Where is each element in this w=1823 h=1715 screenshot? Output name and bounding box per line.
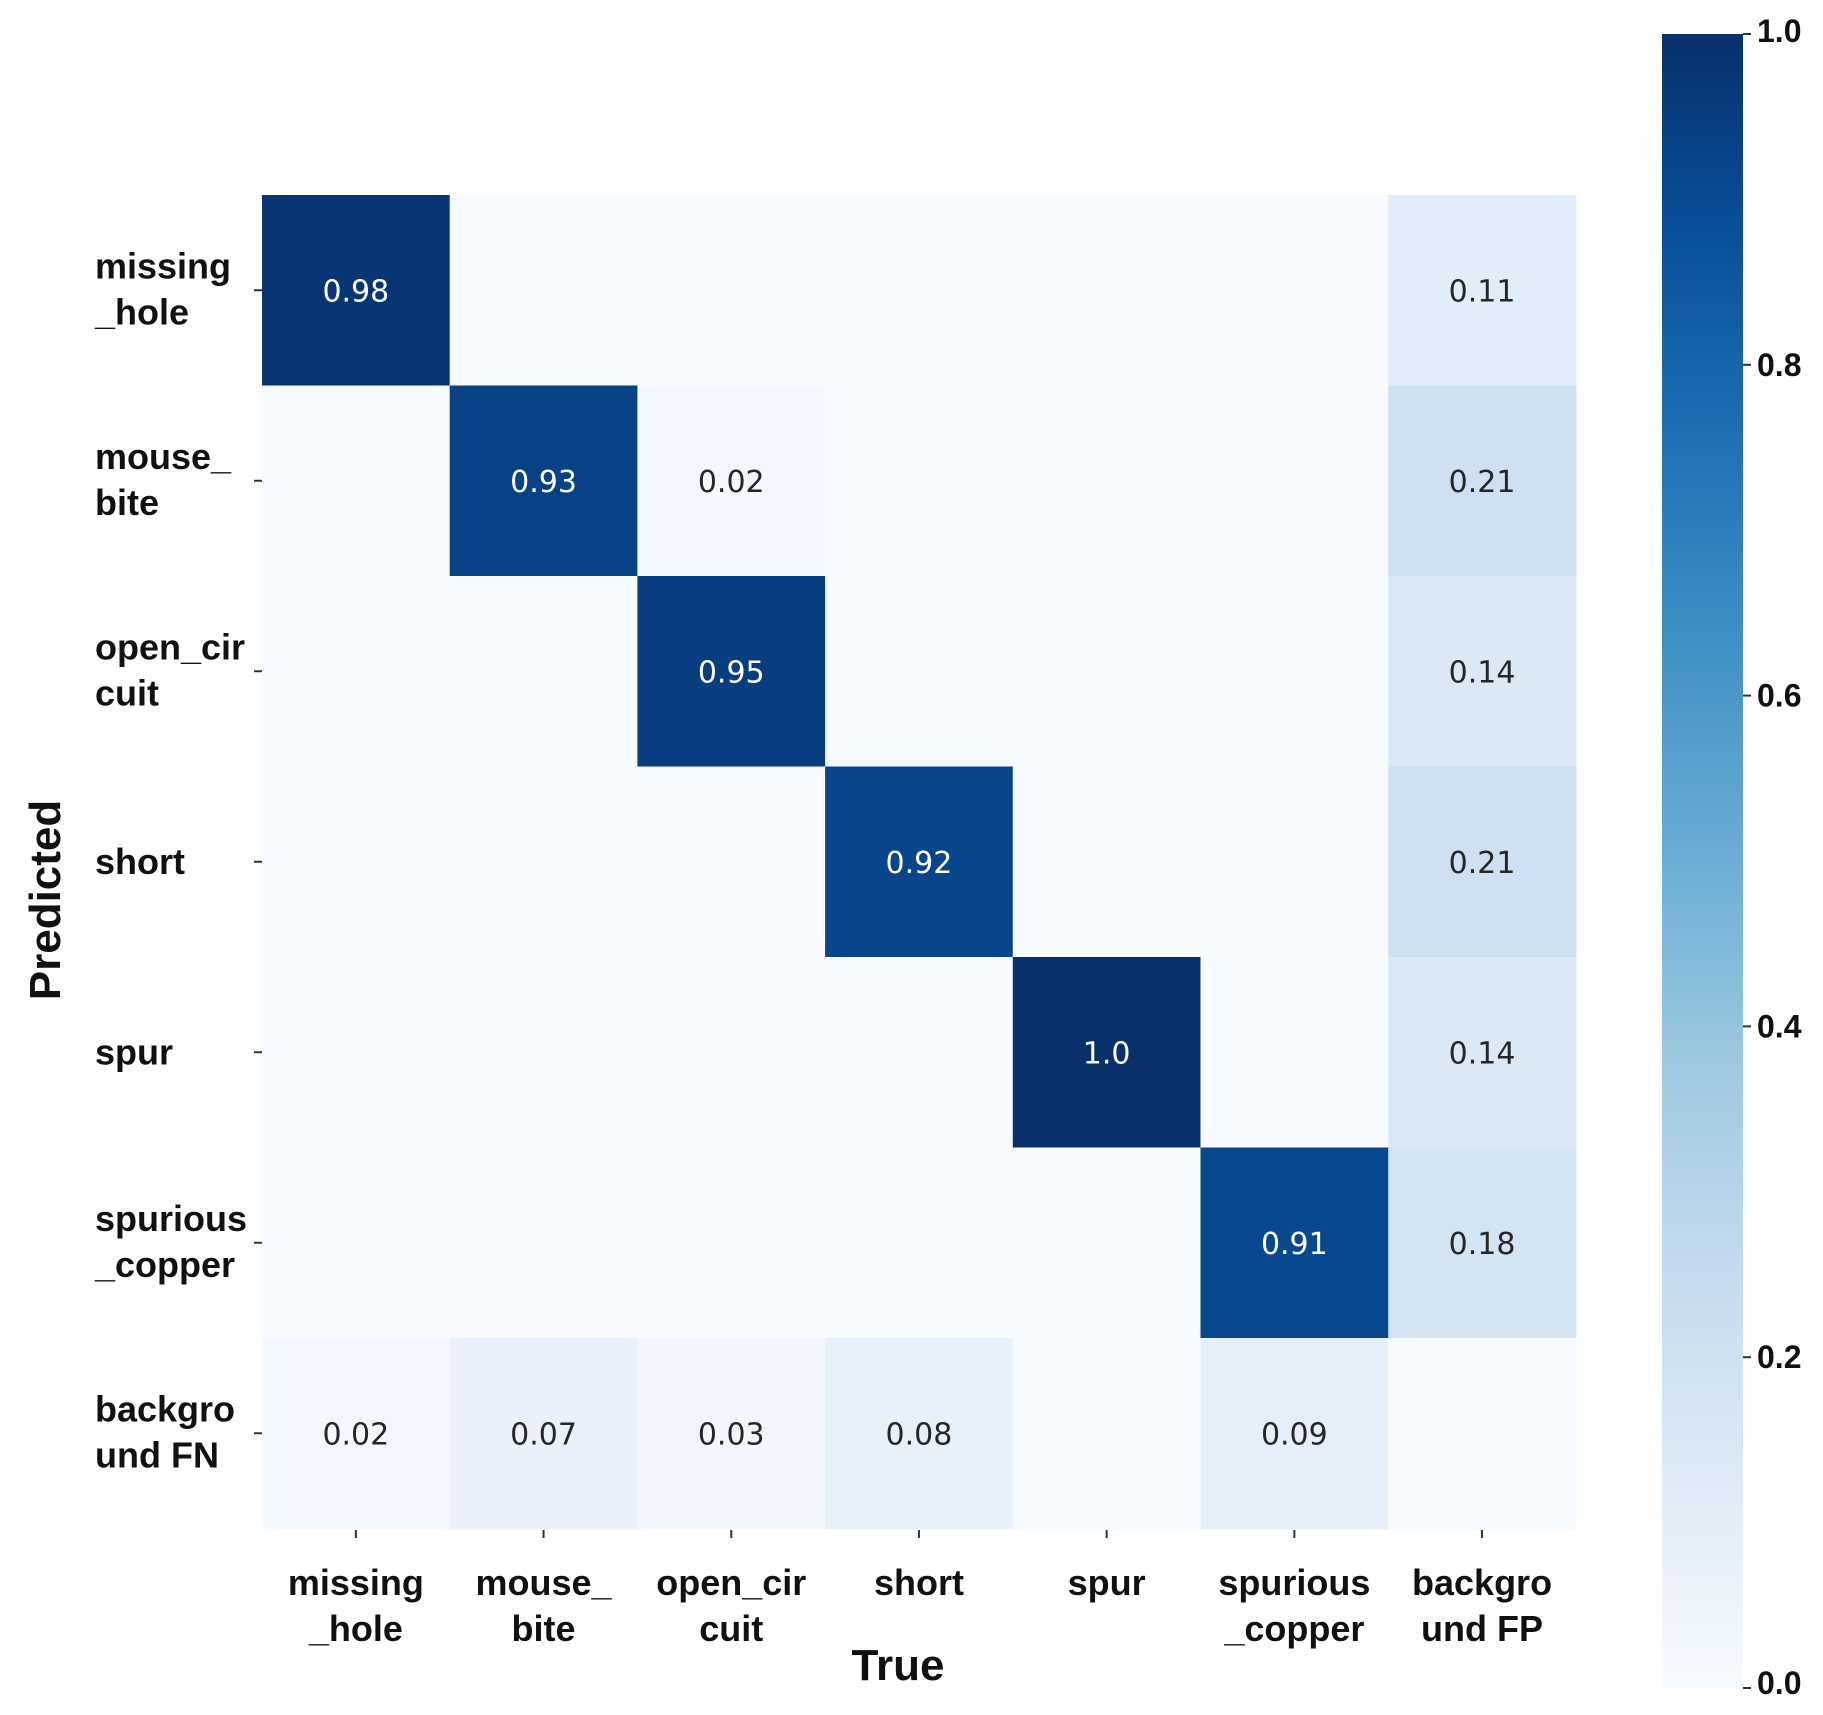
x-tick-label: mouse_ bite — [476, 1562, 613, 1649]
cell-value-label: 0.07 — [510, 1417, 577, 1452]
heatmap-cell — [449, 766, 638, 958]
heatmap-cell — [1388, 957, 1577, 1149]
colorbar-tick-label: 0.0 — [1757, 1665, 1801, 1701]
cell-value-label: 0.92 — [886, 846, 953, 881]
heatmap-cell — [825, 385, 1014, 577]
heatmap-cell — [1012, 576, 1202, 768]
cell-value-label: 0.03 — [698, 1417, 765, 1452]
cell-value-label: 0.02 — [322, 1417, 389, 1452]
heatmap-cell — [262, 1147, 451, 1339]
heatmap-cell — [1200, 195, 1389, 387]
heatmap-cell — [637, 1338, 826, 1530]
heatmap-cell — [1012, 195, 1202, 387]
x-tick-label: missing _hole — [288, 1562, 424, 1649]
cell-value-label: 0.11 — [1449, 274, 1516, 309]
heatmap-cell — [449, 1338, 638, 1530]
heatmap-cell — [825, 957, 1014, 1149]
heatmap-cell — [1200, 766, 1389, 958]
colorbar — [1662, 34, 1743, 1688]
x-tick-label: short — [874, 1562, 964, 1603]
x-tick-label: spur — [1068, 1562, 1146, 1603]
y-tick-label: missing _hole — [94, 245, 231, 332]
heatmap-cell — [825, 1338, 1014, 1530]
colorbar-tick-label: 0.2 — [1757, 1339, 1801, 1375]
heatmap-cell — [1200, 1147, 1389, 1339]
heatmap-cell — [1388, 1338, 1577, 1530]
y-tick-label: open_cir cuit — [95, 626, 245, 713]
y-tick-label: spurious _copper — [94, 1198, 247, 1285]
cell-value-label: 0.09 — [1261, 1417, 1328, 1452]
heatmap-cell — [1200, 957, 1389, 1149]
cell-value-label: 0.91 — [1261, 1227, 1328, 1262]
heatmap-cell — [825, 766, 1014, 958]
heatmap-cell — [1200, 385, 1389, 577]
cell-value-label: 0.18 — [1449, 1227, 1516, 1262]
x-axis-title: True — [852, 1641, 945, 1690]
heatmap-cell — [637, 195, 826, 387]
heatmap-cell — [637, 1147, 826, 1339]
y-tick-label: spur — [95, 1031, 173, 1072]
colorbar-tick-label: 0.6 — [1757, 678, 1801, 714]
heatmap-cell — [825, 1147, 1014, 1339]
y-axis-title: Predicted — [21, 800, 70, 1001]
heatmap-cell — [1388, 195, 1577, 387]
heatmap-cell — [262, 385, 451, 577]
heatmap-cell — [449, 576, 638, 768]
heatmap-cell — [825, 195, 1014, 387]
heatmap-cell — [449, 957, 638, 1149]
heatmap-cell — [1012, 1147, 1202, 1339]
cell-value-label: 1.0 — [1083, 1036, 1131, 1071]
heatmap-cell — [637, 766, 826, 958]
colorbar-tick-label: 0.8 — [1757, 347, 1801, 383]
colorbar-tick-label: 1.0 — [1757, 13, 1801, 49]
cell-value-label: 0.08 — [886, 1417, 953, 1452]
heatmap-cell — [1012, 957, 1202, 1149]
cell-value-label: 0.21 — [1449, 465, 1516, 500]
cell-value-label: 0.14 — [1449, 655, 1516, 690]
heatmap-cell — [262, 1338, 451, 1530]
y-tick-label: backgro und FN — [95, 1388, 235, 1475]
x-tick-label: spurious _copper — [1218, 1562, 1370, 1649]
cell-value-label: 0.93 — [510, 465, 577, 500]
cell-value-label: 0.14 — [1449, 1036, 1516, 1071]
heatmap-cell — [1012, 1338, 1202, 1530]
y-tick-label: short — [95, 841, 185, 882]
heatmap-cell — [262, 766, 451, 958]
heatmap-cell — [637, 385, 826, 577]
cell-value-label: 0.98 — [322, 274, 389, 309]
cell-value-label: 0.95 — [698, 655, 765, 690]
y-tick-label: mouse_ bite — [95, 436, 232, 523]
heatmap-cell — [1388, 1147, 1577, 1339]
heatmap-cell — [1388, 576, 1577, 768]
heatmap-cell — [1200, 576, 1389, 768]
x-tick-label: open_cir cuit — [656, 1562, 806, 1649]
heatmap-cell — [637, 957, 826, 1149]
heatmap-cell — [262, 195, 451, 387]
heatmap-cell — [262, 957, 451, 1149]
heatmap-cell — [449, 1147, 638, 1339]
heatmap-cell — [1012, 385, 1202, 577]
colorbar-tick-label: 0.4 — [1757, 1008, 1802, 1044]
heatmap-cell — [1200, 1338, 1389, 1530]
cell-value-label: 0.02 — [698, 465, 765, 500]
heatmap-cell — [1012, 766, 1202, 958]
heatmap-cell — [262, 576, 451, 768]
heatmap-cell — [1388, 766, 1577, 958]
cell-value-label: 0.21 — [1449, 846, 1516, 881]
heatmap-cell — [449, 195, 638, 387]
heatmap-cell — [449, 385, 638, 577]
x-tick-label: backgro und FP — [1412, 1562, 1552, 1649]
heatmap-cell — [1388, 385, 1577, 577]
heatmap-cell — [825, 576, 1014, 768]
heatmap-cell — [637, 576, 826, 768]
